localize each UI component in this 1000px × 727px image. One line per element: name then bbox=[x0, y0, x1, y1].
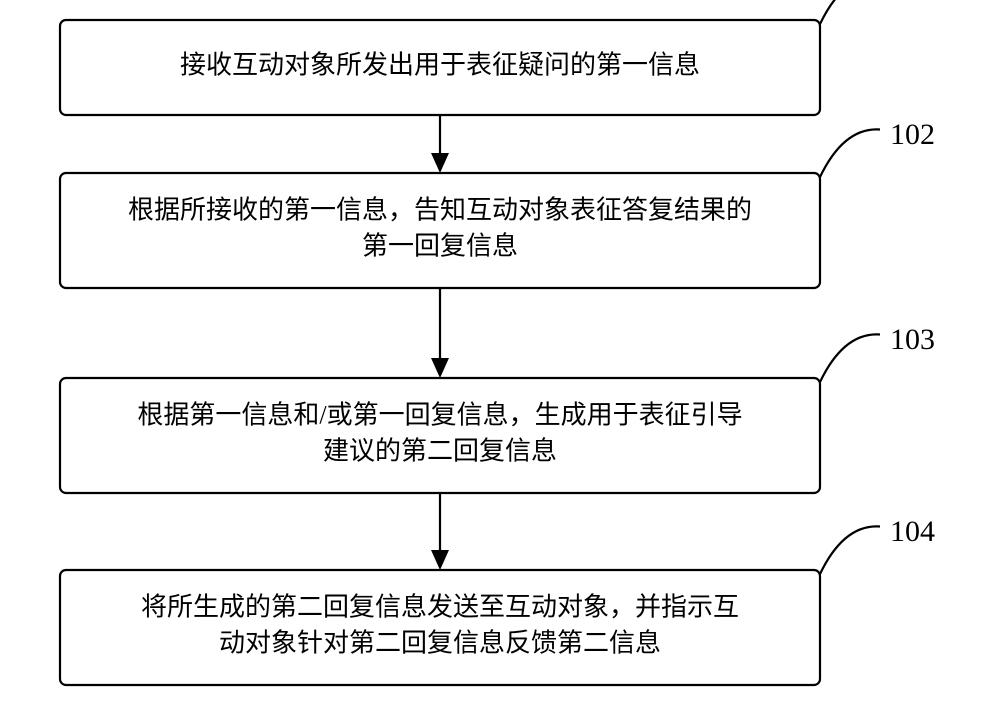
leader-line bbox=[820, 334, 880, 382]
flow-step-text: 接收互动对象所发出用于表征疑问的第一信息 bbox=[180, 50, 700, 79]
leader-line bbox=[820, 129, 880, 177]
connector-arrowhead bbox=[431, 358, 449, 378]
flow-step-text: 建议的第二回复信息 bbox=[323, 436, 557, 465]
flow-step-text: 动对象针对第二回复信息反馈第二信息 bbox=[219, 628, 661, 657]
connector-arrowhead bbox=[431, 153, 449, 173]
connector-arrowhead bbox=[431, 550, 449, 570]
flow-step-text: 根据所接收的第一信息，告知互动对象表征答复结果的 bbox=[128, 195, 752, 224]
step-label: 103 bbox=[890, 323, 935, 356]
leader-line bbox=[820, 526, 880, 574]
step-label: 102 bbox=[890, 118, 935, 151]
leader-line bbox=[820, 0, 880, 24]
flow-step-text: 根据第一信息和/或第一回复信息，生成用于表征引导 bbox=[137, 400, 742, 429]
step-label: 104 bbox=[890, 515, 935, 548]
flow-step-text: 第一回复信息 bbox=[362, 231, 518, 260]
flow-step-text: 将所生成的第二回复信息发送至互动对象，并指示互 bbox=[141, 592, 739, 621]
flowchart: 接收互动对象所发出用于表征疑问的第一信息101根据所接收的第一信息，告知互动对象… bbox=[0, 0, 1000, 727]
